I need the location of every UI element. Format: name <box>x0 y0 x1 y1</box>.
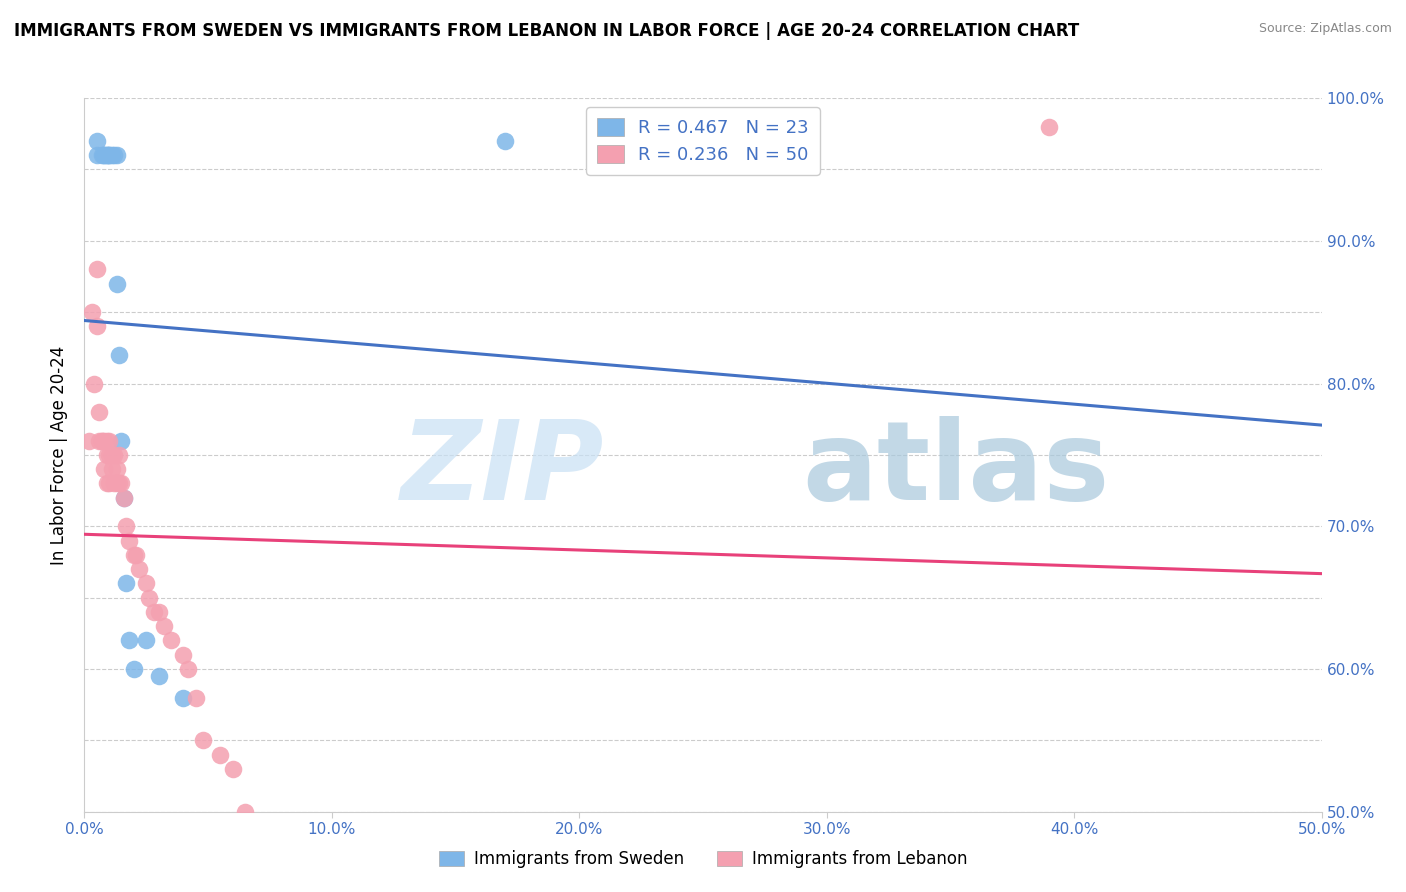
Point <box>160 633 183 648</box>
Point <box>110 434 132 448</box>
Point <box>125 548 148 562</box>
Point <box>98 434 121 448</box>
Point <box>346 833 368 847</box>
Point <box>96 148 118 162</box>
Point <box>108 476 131 491</box>
Point <box>108 448 131 462</box>
Point <box>122 548 145 562</box>
Point <box>172 690 194 705</box>
Point <box>100 448 122 462</box>
Point <box>191 733 214 747</box>
Point <box>135 633 157 648</box>
Point <box>93 434 115 448</box>
Point <box>83 376 105 391</box>
Point <box>86 134 108 148</box>
Point <box>80 305 103 319</box>
Point <box>142 605 165 619</box>
Point <box>184 690 207 705</box>
Point <box>93 148 115 162</box>
Point <box>103 448 125 462</box>
Point <box>90 434 112 448</box>
Point <box>79 434 101 448</box>
Point <box>152 619 174 633</box>
Text: atlas: atlas <box>801 416 1109 523</box>
Point <box>100 148 122 162</box>
Point <box>100 462 122 476</box>
Point <box>138 591 160 605</box>
Point <box>115 576 138 591</box>
Point <box>103 476 125 491</box>
Point <box>98 448 121 462</box>
Point <box>98 148 121 162</box>
Point <box>105 476 128 491</box>
Point <box>93 148 115 162</box>
Point <box>105 462 128 476</box>
Point <box>86 148 108 162</box>
Point <box>148 669 170 683</box>
Point <box>118 533 141 548</box>
Point <box>122 662 145 676</box>
Point <box>93 462 115 476</box>
Point <box>246 819 269 833</box>
Point <box>1038 120 1060 134</box>
Point <box>110 476 132 491</box>
Point <box>135 576 157 591</box>
Legend: R = 0.467   N = 23, R = 0.236   N = 50: R = 0.467 N = 23, R = 0.236 N = 50 <box>586 107 820 175</box>
Point <box>86 319 108 334</box>
Text: Source: ZipAtlas.com: Source: ZipAtlas.com <box>1258 22 1392 36</box>
Legend: Immigrants from Sweden, Immigrants from Lebanon: Immigrants from Sweden, Immigrants from … <box>432 844 974 875</box>
Point <box>115 519 138 533</box>
Text: IMMIGRANTS FROM SWEDEN VS IMMIGRANTS FROM LEBANON IN LABOR FORCE | AGE 20-24 COR: IMMIGRANTS FROM SWEDEN VS IMMIGRANTS FRO… <box>14 22 1080 40</box>
Point <box>128 562 150 576</box>
Point <box>89 405 111 419</box>
Point <box>96 448 118 462</box>
Point <box>321 833 343 847</box>
Text: ZIP: ZIP <box>401 416 605 523</box>
Point <box>98 476 121 491</box>
Point <box>86 262 108 277</box>
Y-axis label: In Labor Force | Age 20-24: In Labor Force | Age 20-24 <box>51 345 69 565</box>
Point <box>96 476 118 491</box>
Point <box>96 148 118 162</box>
Point <box>494 134 516 148</box>
Point <box>222 762 245 776</box>
Point <box>90 148 112 162</box>
Point <box>96 434 118 448</box>
Point <box>172 648 194 662</box>
Point <box>103 148 125 162</box>
Point <box>108 348 131 362</box>
Point <box>271 819 294 833</box>
Point <box>177 662 200 676</box>
Point <box>90 434 112 448</box>
Point <box>148 605 170 619</box>
Point <box>105 277 128 291</box>
Point <box>233 805 256 819</box>
Point <box>118 633 141 648</box>
Point <box>89 434 111 448</box>
Point <box>112 491 135 505</box>
Point <box>112 491 135 505</box>
Point <box>98 148 121 162</box>
Point <box>105 148 128 162</box>
Point <box>209 747 232 762</box>
